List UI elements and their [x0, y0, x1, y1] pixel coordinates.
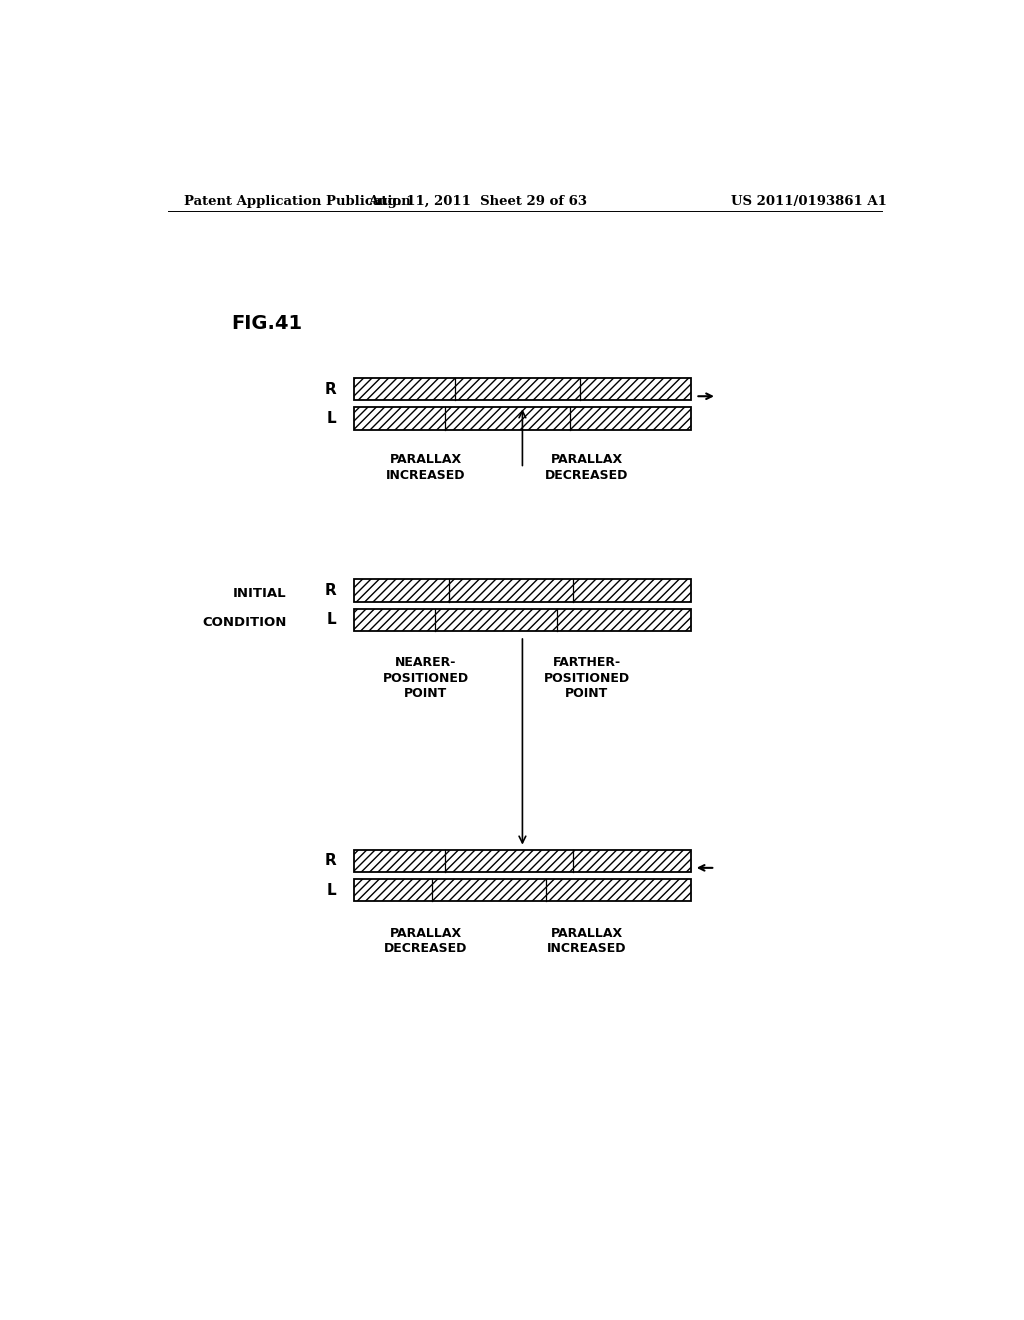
Bar — [354, 609, 691, 631]
Text: PARALLAX
INCREASED: PARALLAX INCREASED — [386, 453, 465, 482]
Bar — [354, 850, 691, 873]
Text: CONDITION: CONDITION — [203, 616, 287, 630]
Text: R: R — [325, 381, 337, 396]
Bar — [354, 378, 691, 400]
Text: Aug. 11, 2011  Sheet 29 of 63: Aug. 11, 2011 Sheet 29 of 63 — [368, 194, 587, 207]
Text: Patent Application Publication: Patent Application Publication — [183, 194, 411, 207]
Text: US 2011/0193861 A1: US 2011/0193861 A1 — [731, 194, 887, 207]
Text: FARTHER-
POSITIONED
POINT: FARTHER- POSITIONED POINT — [544, 656, 630, 701]
Text: L: L — [327, 411, 337, 426]
Text: INITIAL: INITIAL — [233, 587, 287, 599]
Text: FIG.41: FIG.41 — [231, 314, 302, 333]
Text: L: L — [327, 883, 337, 898]
Text: L: L — [327, 612, 337, 627]
Bar — [354, 408, 691, 430]
Text: PARALLAX
INCREASED: PARALLAX INCREASED — [547, 927, 627, 956]
Text: NEARER-
POSITIONED
POINT: NEARER- POSITIONED POINT — [383, 656, 469, 701]
Bar — [354, 879, 691, 902]
Text: R: R — [325, 583, 337, 598]
Text: PARALLAX
DECREASED: PARALLAX DECREASED — [545, 453, 629, 482]
Bar — [354, 579, 691, 602]
Text: PARALLAX
DECREASED: PARALLAX DECREASED — [384, 927, 467, 956]
Text: R: R — [325, 853, 337, 869]
